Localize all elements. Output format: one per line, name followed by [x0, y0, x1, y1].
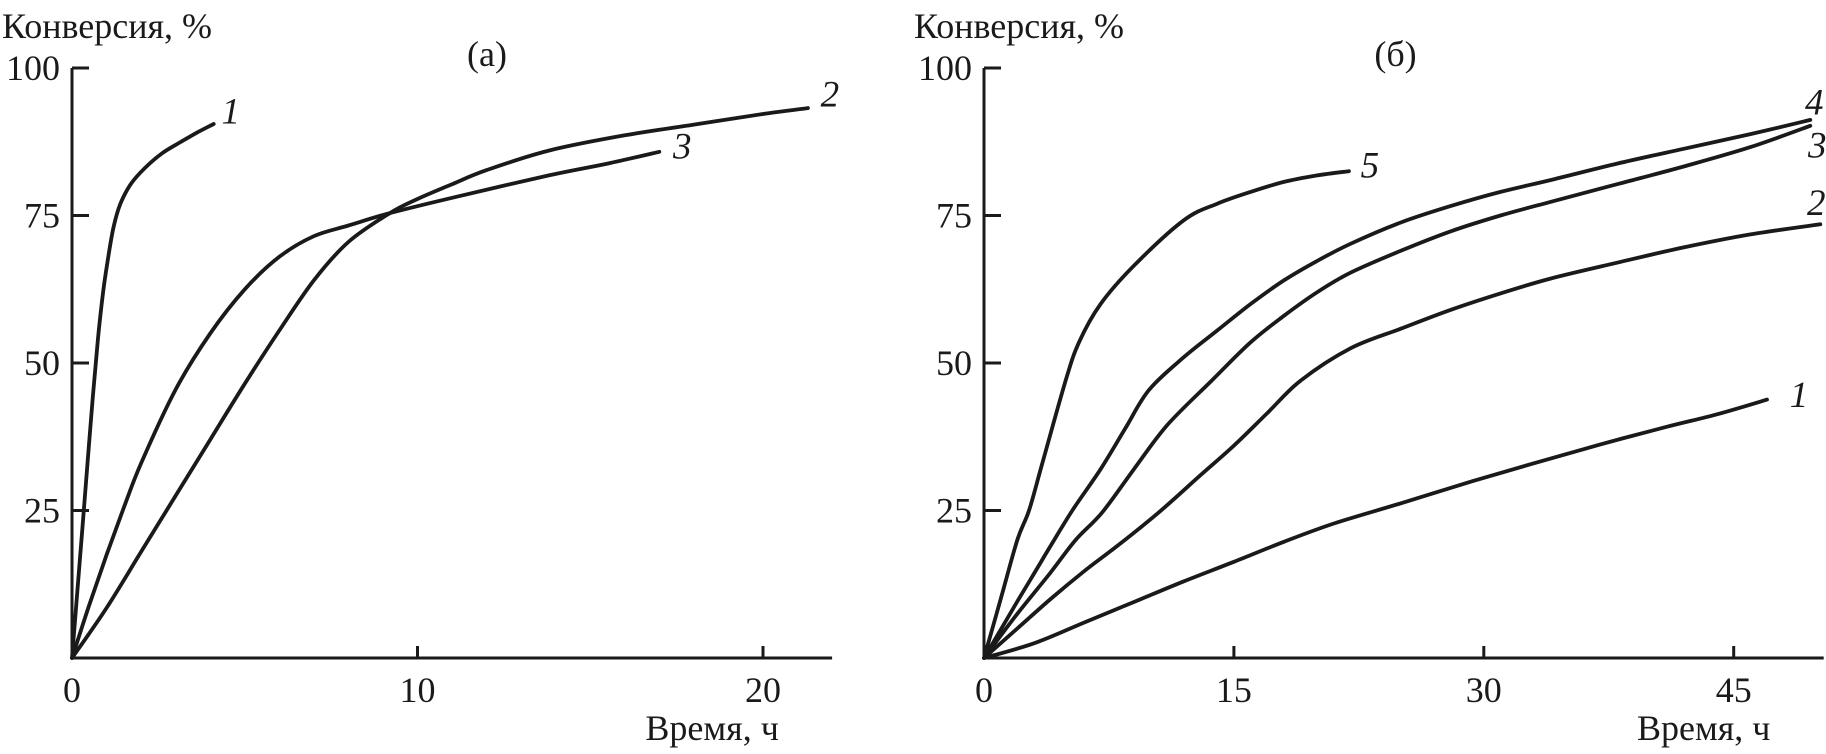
x-tick-label: 0 — [63, 670, 81, 710]
curve-number-label: 1 — [1790, 375, 1809, 416]
y-tick-label: 75 — [24, 196, 60, 236]
curve-number-label: 3 — [1807, 125, 1826, 166]
y-tick-label: 25 — [24, 491, 60, 531]
panel-label: (а) — [467, 34, 507, 74]
curve-1 — [982, 397, 1769, 660]
axes-line — [982, 68, 1824, 660]
x-tick-label: 30 — [1466, 670, 1502, 710]
curve-3 — [70, 149, 662, 660]
y-axis-title: Конверсия, % — [914, 6, 1124, 46]
curve-number-label: 5 — [1361, 146, 1380, 187]
x-axis-title: Время, ч — [1637, 708, 1770, 748]
curve-5 — [982, 169, 1351, 660]
panel-a: 25 50 75 100 0 10 20 Конверсия, % (а) Время, ч 1 2 3 — [2, 6, 839, 748]
curve-1 — [70, 122, 216, 660]
curve-2 — [70, 106, 810, 660]
axes-line — [70, 68, 833, 660]
curve-number-label: 4 — [1805, 82, 1824, 123]
curve-number-label: 2 — [821, 75, 840, 116]
x-tick-label: 10 — [400, 670, 436, 710]
x-tick-label: 20 — [745, 670, 781, 710]
y-tick-label: 50 — [24, 343, 60, 383]
x-axis-title: Время, ч — [645, 708, 778, 748]
curve-3 — [982, 123, 1813, 660]
y-tick-label: 100 — [6, 48, 60, 88]
x-tick-label: 15 — [1216, 670, 1252, 710]
curve-number-label: 1 — [221, 92, 240, 133]
x-tick-label: 0 — [975, 670, 993, 710]
curve-number-label: 2 — [1807, 183, 1826, 224]
y-tick-label: 50 — [936, 343, 972, 383]
y-tick-label: 75 — [936, 196, 972, 236]
x-tick-label: 45 — [1716, 670, 1752, 710]
curve-number-label: 3 — [672, 126, 692, 167]
curve-4 — [982, 118, 1813, 660]
panel-label: (б) — [1374, 34, 1416, 74]
y-tick-label: 100 — [918, 48, 972, 88]
y-tick-label: 25 — [936, 491, 972, 531]
curve-2 — [982, 222, 1823, 660]
y-axis-title: Конверсия, % — [2, 6, 212, 46]
